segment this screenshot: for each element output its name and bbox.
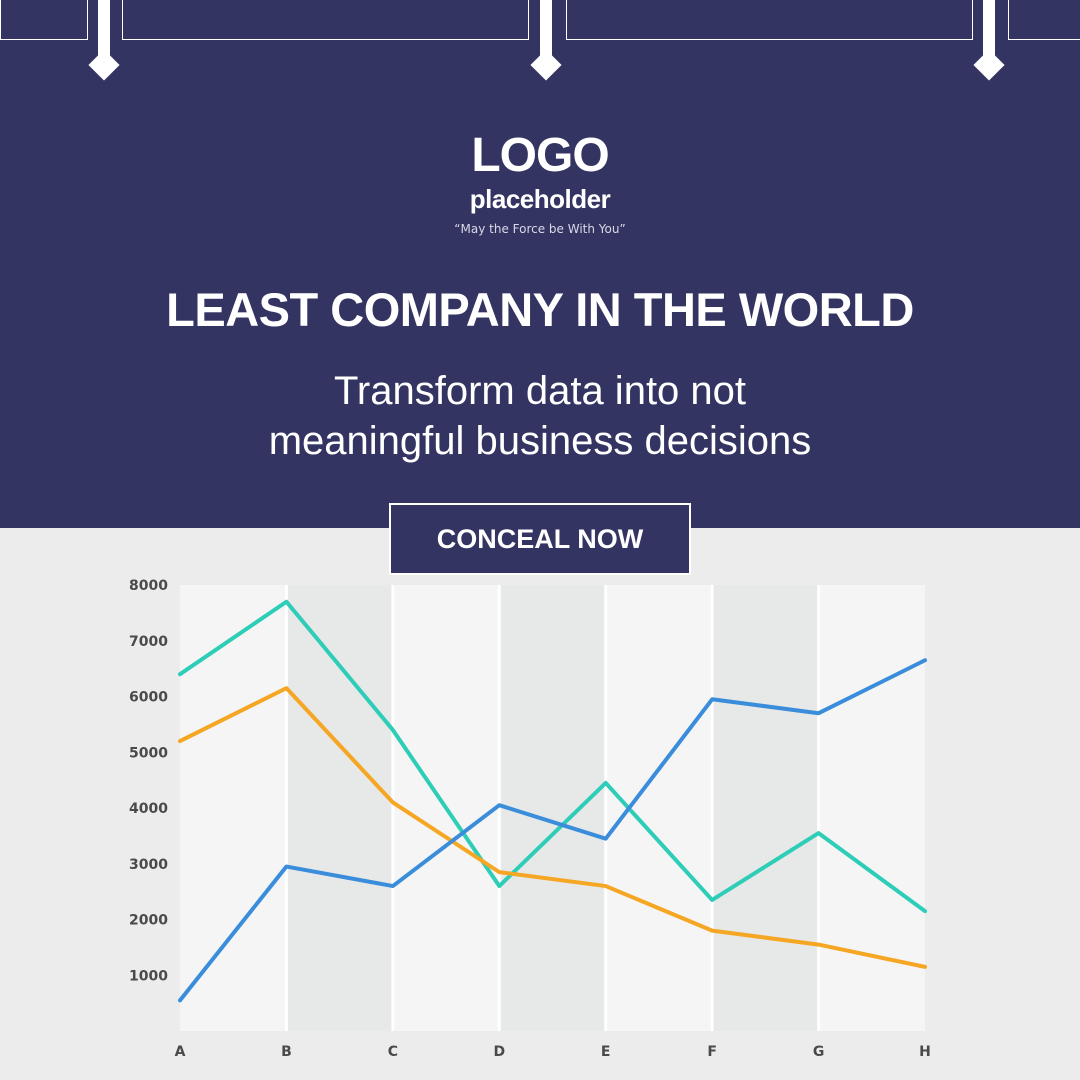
diamond-icon — [88, 49, 120, 81]
y-tick-label: 4000 — [129, 801, 168, 817]
x-tick-label: D — [493, 1044, 505, 1060]
diamond-icon — [530, 49, 562, 81]
subheadline: Transform data into not meaningful busin… — [268, 369, 812, 463]
column-band — [286, 585, 393, 1031]
x-tick-label: A — [175, 1044, 186, 1060]
hero-banner: LOGO placeholder “May the Force be With … — [0, 0, 1080, 528]
y-tick-label: 2000 — [129, 913, 168, 929]
conceal-now-button[interactable]: CONCEAL NOW — [389, 503, 691, 575]
y-tick-label: 8000 — [129, 578, 168, 594]
column-band — [712, 585, 819, 1031]
x-tick-label: E — [601, 1044, 611, 1060]
line-chart: 1000 2000 3000 4000 5000 6000 7000 8000 A B C D E F G H — [129, 578, 931, 1060]
logo-text: LOGO — [471, 129, 609, 182]
pin-decoration — [540, 0, 552, 56]
x-tick-label: G — [813, 1044, 825, 1060]
y-tick-label: 1000 — [129, 968, 168, 984]
x-tick-label: B — [281, 1044, 292, 1060]
series-line-2 — [178, 686, 927, 969]
column-band — [499, 585, 606, 1031]
x-tick-label: F — [707, 1044, 717, 1060]
frame-box — [0, 0, 88, 40]
x-tick-label: H — [919, 1044, 931, 1060]
y-tick-label: 3000 — [129, 857, 168, 873]
y-tick-label: 7000 — [129, 634, 168, 650]
frame-box — [1008, 0, 1080, 40]
y-tick-label: 5000 — [129, 745, 168, 761]
y-tick-label: 6000 — [129, 690, 168, 706]
pin-decoration — [98, 0, 110, 56]
logo-tagline: “May the Force be With You” — [454, 222, 626, 236]
series-line-3 — [178, 658, 927, 1003]
frame-box — [122, 0, 529, 40]
headline: LEAST COMPANY IN THE WORLD — [166, 283, 914, 336]
frame-box — [566, 0, 973, 40]
diamond-icon — [973, 49, 1005, 81]
series-line-1 — [178, 599, 927, 914]
logo-subtext: placeholder — [469, 184, 611, 214]
pin-decoration — [983, 0, 995, 56]
x-tick-label: C — [388, 1044, 398, 1060]
